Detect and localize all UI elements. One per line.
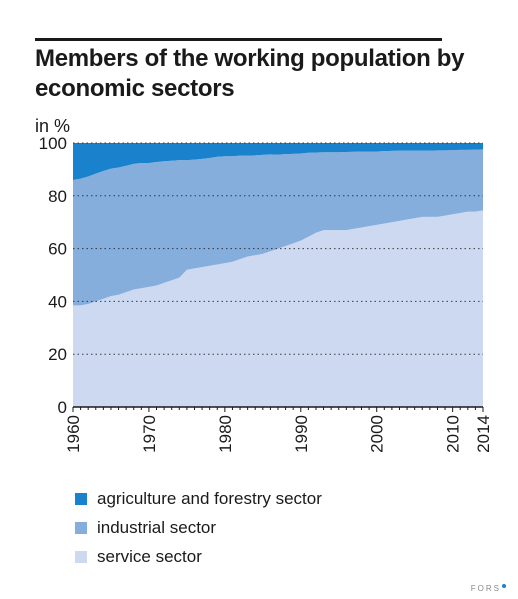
legend-swatch-agriculture: [75, 492, 87, 505]
legend-item-industrial: industrial sector: [75, 515, 322, 540]
legend-label-agriculture: agriculture and forestry sector: [97, 488, 322, 508]
x-tick-label: 1980: [216, 415, 235, 453]
area-service: [73, 210, 483, 407]
legend-swatch-service: [75, 550, 87, 563]
legend-item-agriculture: agriculture and forestry sector: [75, 486, 322, 511]
x-tick-label: 1960: [64, 415, 83, 453]
y-tick-label: 100: [39, 134, 67, 153]
x-tick-label: 2010: [444, 415, 463, 453]
legend: agriculture and forestry sector industri…: [75, 486, 322, 573]
x-tick-label: 1990: [292, 415, 311, 453]
x-tick-label: 2014: [474, 415, 493, 453]
legend-label-industrial: industrial sector: [97, 517, 217, 537]
y-tick-label: 0: [58, 398, 67, 417]
y-tick-label: 80: [48, 187, 67, 206]
credit-text: FORS: [470, 584, 501, 593]
legend-swatch-industrial: [75, 521, 87, 534]
x-tick-label: 2000: [368, 415, 387, 453]
area-agriculture: [73, 143, 483, 180]
credit-mark: FORS: [471, 584, 506, 593]
legend-item-service: service sector: [75, 544, 322, 569]
legend-label-service: service sector: [97, 546, 202, 566]
area-industrial: [73, 149, 483, 306]
chart-title: Members of the working population by eco…: [35, 45, 465, 102]
credit-dot: [502, 584, 506, 588]
title-rule: [35, 38, 442, 41]
y-tick-label: 20: [48, 345, 67, 364]
y-unit-label: in %: [35, 116, 71, 136]
y-tick-label: 60: [48, 240, 67, 259]
y-tick-label: 40: [48, 292, 67, 311]
x-tick-label: 1970: [140, 415, 159, 453]
